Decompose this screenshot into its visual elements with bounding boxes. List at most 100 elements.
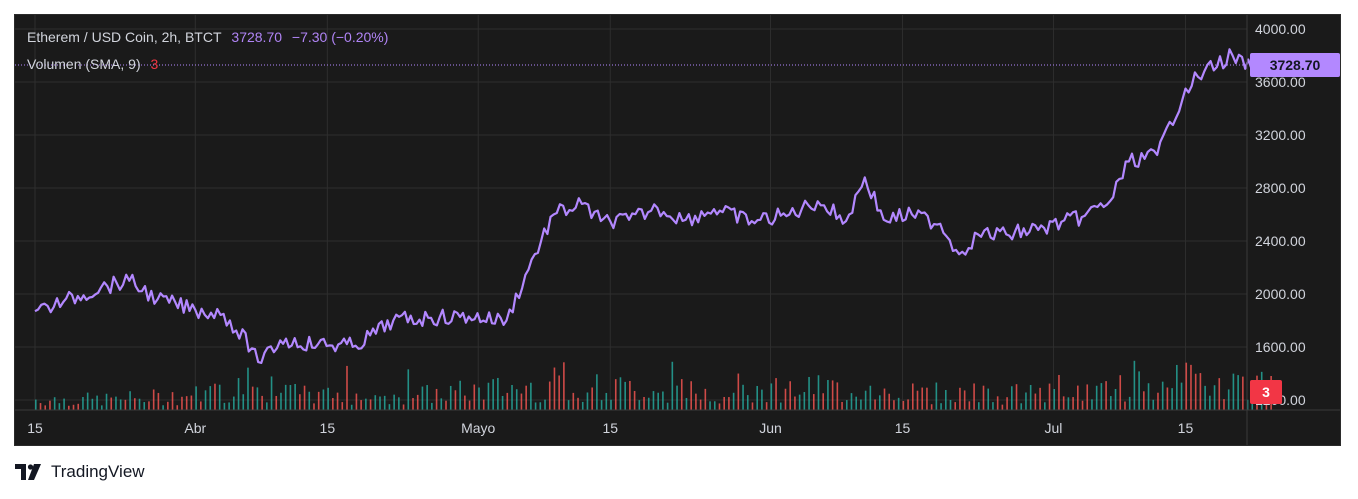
volume-bar: [383, 395, 386, 410]
volume-legend[interactable]: Volumen (SMA, 9) 3: [27, 56, 164, 72]
volume-bar: [860, 399, 862, 410]
volume-bar: [1062, 396, 1065, 410]
volume-bar: [195, 386, 197, 410]
volume-bar: [1213, 385, 1216, 410]
volume-bar: [1119, 375, 1122, 410]
volume-bar: [162, 405, 164, 410]
volume-bar: [72, 404, 75, 410]
volume-bar: [49, 400, 51, 410]
volume-bar: [605, 392, 608, 410]
volume-bar: [1025, 392, 1027, 410]
volume-bar: [770, 383, 773, 410]
volume-bar: [209, 386, 212, 410]
volume-bar: [218, 384, 221, 410]
volume-bar: [685, 397, 688, 410]
volume-bar: [968, 401, 971, 410]
volume-bar: [902, 400, 905, 410]
volume-bar: [662, 391, 664, 410]
volume-bar: [270, 376, 273, 410]
volume-bar: [624, 381, 626, 410]
logo-text: TradingView: [51, 462, 145, 481]
volume-bar: [119, 399, 122, 410]
volume-bar: [454, 390, 457, 410]
symbol-title[interactable]: Etherem / USD Coin, 2h, BTCT: [27, 29, 222, 45]
x-tick-label: Jul: [1044, 420, 1062, 436]
tradingview-logo[interactable]: TradingView: [15, 462, 145, 482]
volume-bar: [1199, 373, 1202, 410]
volume-bar: [171, 392, 174, 410]
y-tick-label: 2800.00: [1255, 180, 1306, 196]
volume-bar: [534, 402, 537, 410]
volume-bar: [732, 392, 735, 410]
volume-bar: [181, 396, 183, 410]
y-tick-label: 2000.00: [1255, 286, 1306, 302]
y-tick-label: 1600.00: [1255, 339, 1306, 355]
volume-bar: [365, 398, 367, 410]
volume-bar: [251, 386, 254, 410]
volume-bar: [511, 385, 513, 410]
volume-bar: [935, 382, 938, 410]
volume-bar: [1232, 373, 1235, 410]
volume-bar: [544, 399, 546, 410]
volume-bar: [1204, 385, 1206, 410]
volume-bar: [506, 392, 509, 410]
time-axis[interactable]: 15 Abr 15 Mayo 15 Jun 15 Jul 15: [27, 420, 1193, 436]
volume-bar: [812, 394, 815, 410]
volume-bar: [1227, 389, 1230, 410]
volume-bar: [341, 402, 344, 410]
tradingview-logo-icon: [15, 464, 41, 480]
volume-bar: [911, 383, 914, 410]
volume-bar: [242, 394, 245, 410]
volume-bar: [926, 387, 928, 410]
volume-bar: [1223, 399, 1225, 410]
volume-bar: [765, 402, 768, 410]
volume-bar: [1105, 381, 1107, 410]
volume-bar: [1246, 399, 1249, 410]
volume-bar: [949, 400, 952, 410]
volume-bar: [1157, 392, 1159, 410]
volume-bar: [501, 395, 504, 410]
volume-bar: [1147, 383, 1150, 410]
volume-bar: [200, 401, 202, 410]
volume-bar: [577, 397, 579, 410]
volume-bar: [718, 403, 721, 410]
volume-bar: [464, 395, 466, 410]
volume-bar: [1067, 397, 1070, 410]
volume-bar: [431, 402, 433, 410]
volume-bar: [992, 402, 994, 410]
volume-bar: [982, 385, 985, 410]
volume-bar: [39, 403, 42, 410]
volume-bar: [728, 397, 730, 410]
volume-indicator-label[interactable]: Volumen (SMA, 9): [27, 56, 141, 72]
volume-bar: [525, 385, 527, 410]
volume-bar: [336, 392, 339, 410]
volume-bar: [973, 383, 975, 410]
volume-bar: [591, 387, 593, 410]
volume-bar: [398, 397, 400, 410]
volume-bar: [86, 392, 89, 410]
price-change-value: −7.30 (−0.20%): [291, 29, 389, 45]
volume-bar: [704, 388, 707, 410]
volume-bar: [676, 385, 678, 410]
volume-bar: [223, 402, 226, 410]
volume-badge: 3: [1250, 380, 1282, 404]
symbol-legend[interactable]: Etherem / USD Coin, 2h, BTCT 3728.70 −7.…: [27, 29, 394, 45]
price-axis[interactable]: 4000.00 3600.00 3200.00 2800.00 2400.00 2000.…: [1255, 21, 1306, 408]
volume-bar: [256, 387, 259, 410]
volume-bar: [204, 390, 207, 410]
volume-bar: [1020, 403, 1023, 410]
volume-bar: [643, 396, 645, 410]
volume-bar: [784, 388, 787, 410]
volume-bar: [63, 398, 65, 410]
volume-bar: [487, 382, 490, 410]
volume-bar: [1044, 402, 1046, 410]
volume-bar: [883, 388, 886, 410]
volume-bar: [299, 394, 301, 410]
volume-bar: [478, 387, 480, 410]
chart-panel[interactable]: 4000.00 3600.00 3200.00 2800.00 2400.00 2000.…: [14, 14, 1341, 446]
volume-bar: [138, 398, 141, 410]
volume-bar: [1039, 387, 1041, 410]
volume-bar: [468, 400, 471, 410]
volume-bar: [44, 405, 47, 410]
price-chart[interactable]: 4000.00 3600.00 3200.00 2800.00 2400.00 2000.…: [15, 15, 1341, 446]
